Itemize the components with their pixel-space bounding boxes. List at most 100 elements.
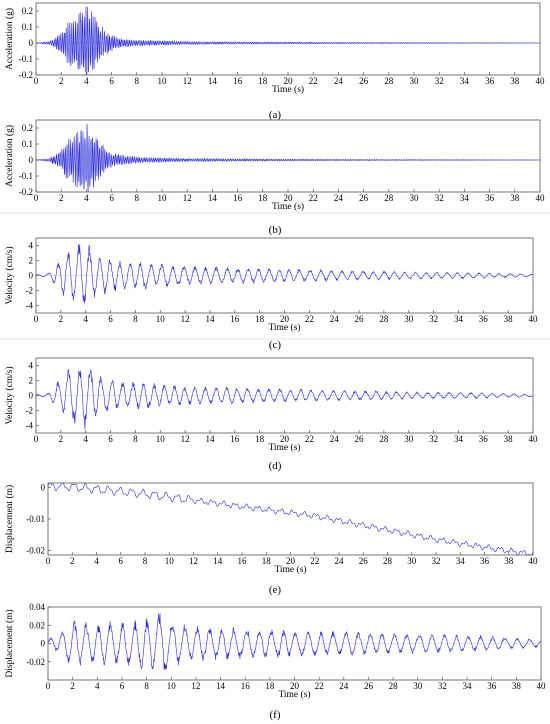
x-tick-label: 12 <box>181 434 190 444</box>
x-tick-label: 18 <box>258 76 268 86</box>
x-tick-label: 2 <box>59 434 64 444</box>
chart-panel-f: 0 2 4 6 8 10 12 14 16 18 20 22 24 26 28 30 32 34 36 38 40-0.… <box>4 602 546 721</box>
x-tick-label: 30 <box>410 193 420 203</box>
x-tick-label: 2 <box>59 76 64 86</box>
x-tick-label: 30 <box>413 681 423 691</box>
x-tick-label: 38 <box>504 556 514 566</box>
x-tick-label: 18 <box>262 556 272 566</box>
x-tick-label: 8 <box>133 434 138 444</box>
x-tick-label: 18 <box>255 434 265 444</box>
chart-panel-b: 0 2 4 6 8 10 12 14 16 18 20 22 24 26 28 30 32 34 36 38 40-0.… <box>4 119 545 236</box>
x-tick-label: 26 <box>359 556 369 566</box>
x-tick-label: 2 <box>59 193 64 203</box>
x-tick-label: 22 <box>315 681 324 691</box>
y-tick-label: 0 <box>29 155 34 165</box>
x-tick-label: 16 <box>233 76 243 86</box>
y-tick-label: -0.02 <box>26 545 45 555</box>
data-trace <box>36 123 541 193</box>
x-tick-label: 34 <box>463 681 473 691</box>
x-tick-label: 32 <box>438 681 447 691</box>
chart-panel-a: 0 2 4 6 8 10 12 14 16 18 20 22 24 26 28 30 32 34 36 38 40-0.… <box>4 2 545 121</box>
x-tick-label: 24 <box>334 76 344 86</box>
x-tick-label: 14 <box>205 434 215 444</box>
x-tick-label: 14 <box>216 681 226 691</box>
x-tick-label: 4 <box>84 193 89 203</box>
x-axis-label: Time (s) <box>272 201 304 212</box>
x-tick-label: 12 <box>191 681 200 691</box>
x-tick-label: 14 <box>213 556 223 566</box>
x-tick-label: 10 <box>167 681 177 691</box>
y-tick-label: 2 <box>29 256 34 266</box>
y-tick-label: 0.1 <box>22 22 33 32</box>
x-tick-label: 38 <box>504 434 514 444</box>
data-trace <box>47 482 534 556</box>
x-tick-label: 28 <box>384 193 394 203</box>
x-tick-label: 8 <box>144 681 149 691</box>
x-tick-label: 12 <box>183 76 192 86</box>
x-tick-label: 20 <box>284 76 294 86</box>
y-tick-label: 0.2 <box>22 123 33 133</box>
x-tick-label: 32 <box>432 556 441 566</box>
x-tick-label: 34 <box>456 556 466 566</box>
x-tick-label: 30 <box>410 76 420 86</box>
y-axis-label: Acceleration (g) <box>4 125 15 187</box>
x-tick-label: 4 <box>94 556 99 566</box>
x-tick-label: 2 <box>70 556 75 566</box>
x-tick-label: 8 <box>135 76 140 86</box>
panel-label: (c) <box>269 339 282 351</box>
x-tick-label: 14 <box>205 314 215 324</box>
panel-label: (f) <box>270 709 281 721</box>
y-axis-label: Velocity (cm/s) <box>4 366 15 424</box>
x-tick-label: 22 <box>310 556 319 566</box>
x-axis-label: Time (s) <box>268 322 300 333</box>
x-tick-label: 38 <box>510 193 520 203</box>
chart-panel-d: 0 2 4 6 8 10 12 14 16 18 20 22 24 26 28 30 32 34 36 38 40-4-… <box>4 357 538 472</box>
x-tick-label: 26 <box>359 193 369 203</box>
x-tick-label: 6 <box>108 434 113 444</box>
data-trace <box>35 368 534 430</box>
y-tick-label: -0.1 <box>19 171 33 181</box>
x-tick-label: 14 <box>208 193 218 203</box>
x-tick-label: 10 <box>156 434 166 444</box>
x-tick-label: 20 <box>290 681 300 691</box>
x-tick-label: 20 <box>284 193 294 203</box>
x-tick-label: 24 <box>330 314 340 324</box>
x-tick-label: 22 <box>305 434 314 444</box>
x-tick-label: 2 <box>59 314 64 324</box>
x-tick-label: 28 <box>384 76 394 86</box>
y-tick-label: -0.2 <box>19 187 33 197</box>
x-tick-label: 26 <box>364 681 374 691</box>
x-tick-label: 10 <box>165 556 175 566</box>
x-tick-label: 18 <box>265 681 275 691</box>
x-tick-label: 0 <box>34 314 39 324</box>
x-tick-label: 22 <box>305 314 314 324</box>
x-tick-label: 4 <box>83 314 88 324</box>
x-tick-label: 24 <box>335 556 345 566</box>
y-tick-label: 0 <box>29 38 34 48</box>
x-tick-label: 30 <box>404 314 414 324</box>
panel-label: (d) <box>269 460 282 472</box>
y-tick-label: -4 <box>26 421 34 431</box>
x-tick-label: 36 <box>479 434 489 444</box>
panel-label: (e) <box>269 584 282 596</box>
x-tick-label: 4 <box>84 76 89 86</box>
x-tick-label: 16 <box>241 681 251 691</box>
x-tick-label: 38 <box>510 76 520 86</box>
x-tick-label: 6 <box>109 76 114 86</box>
x-tick-label: 40 <box>529 556 539 566</box>
y-tick-label: 4 <box>29 361 34 371</box>
y-tick-label: 0.04 <box>29 602 45 612</box>
data-trace <box>35 244 534 304</box>
x-tick-label: 14 <box>208 76 218 86</box>
x-tick-label: 18 <box>255 314 265 324</box>
x-tick-label: 26 <box>359 76 369 86</box>
x-tick-label: 8 <box>135 193 140 203</box>
x-tick-label: 10 <box>156 314 166 324</box>
x-tick-label: 36 <box>480 556 490 566</box>
x-tick-label: 0 <box>34 193 39 203</box>
x-tick-label: 34 <box>460 76 470 86</box>
y-axis-label: Displacement (m) <box>4 485 15 553</box>
y-tick-label: 0 <box>29 271 34 281</box>
panel-label: (a) <box>269 109 282 121</box>
